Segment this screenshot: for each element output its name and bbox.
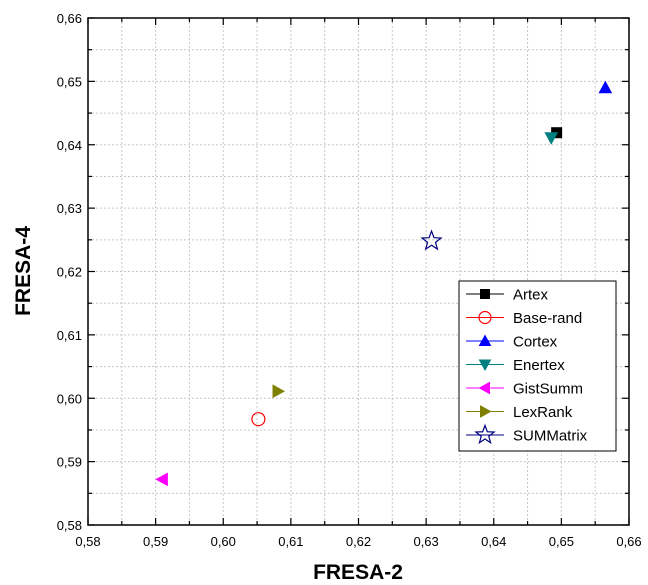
legend-marker-base-rand xyxy=(478,310,492,325)
y-tick-label: 0,59 xyxy=(57,455,82,470)
grid-lines xyxy=(88,18,629,525)
legend-marker-lexrank xyxy=(480,405,492,418)
data-point-gistsumm xyxy=(155,472,168,487)
legend-label-enertex: Enertex xyxy=(513,357,565,374)
legend-label-cortex: Cortex xyxy=(513,334,558,351)
legend-marker-artex xyxy=(480,289,490,299)
x-tick-label: 0,61 xyxy=(278,534,303,549)
legend-label-artex: Artex xyxy=(513,287,549,304)
x-tick-label: 0,62 xyxy=(346,534,371,549)
legend-label-summatrix: SUMMatrix xyxy=(513,428,588,445)
legend-marker-summatrix xyxy=(474,423,496,445)
legend-marker-cortex xyxy=(478,334,492,346)
y-tick-label: 0,63 xyxy=(57,201,82,216)
x-tick-label: 0,58 xyxy=(75,534,100,549)
legend-label-lexrank: LexRank xyxy=(513,404,573,421)
x-tick-label: 0,66 xyxy=(616,534,641,549)
y-tick-label: 0,61 xyxy=(57,328,82,343)
x-tick-label: 0,63 xyxy=(413,534,438,549)
data-point-base-rand xyxy=(251,412,266,427)
x-tick-label: 0,59 xyxy=(143,534,168,549)
y-tick-label: 0,62 xyxy=(57,265,82,280)
x-axis-title: FRESA-2 xyxy=(313,561,403,584)
legend-marker-enertex xyxy=(478,359,492,372)
data-points xyxy=(155,80,613,487)
y-tick-label: 0,65 xyxy=(57,74,82,89)
legend-label-base-rand: Base-rand xyxy=(513,310,582,327)
y-tick-label: 0,64 xyxy=(57,138,82,153)
data-point-cortex xyxy=(598,80,613,94)
data-point-enertex xyxy=(544,132,559,145)
legend-label-gistsumm: GistSumm xyxy=(513,381,583,398)
axis-ticks xyxy=(87,17,630,526)
x-tick-label: 0,64 xyxy=(481,534,506,549)
y-tick-label: 0,66 xyxy=(57,11,82,26)
legend-marker-gistsumm xyxy=(478,381,490,395)
data-point-lexrank xyxy=(272,384,286,399)
x-tick-label: 0,60 xyxy=(211,534,236,549)
y-tick-labels: 0,58 0,59 0,60 0,61 0,62 0,63 0,64 0,65 0,66 xyxy=(57,11,82,533)
legend: Artex Base-rand Cortex Enertex GistSumm LexRa… xyxy=(458,280,617,452)
x-tick-label: 0,65 xyxy=(549,534,574,549)
x-tick-labels: 0,58 0,59 0,60 0,61 0,62 0,63 0,64 0,65 0,66 xyxy=(75,534,641,549)
y-axis-title: FRESA-4 xyxy=(12,226,35,316)
y-tick-label: 0,60 xyxy=(57,391,82,406)
y-tick-label: 0,58 xyxy=(57,518,82,533)
data-point-summatrix xyxy=(420,229,443,251)
